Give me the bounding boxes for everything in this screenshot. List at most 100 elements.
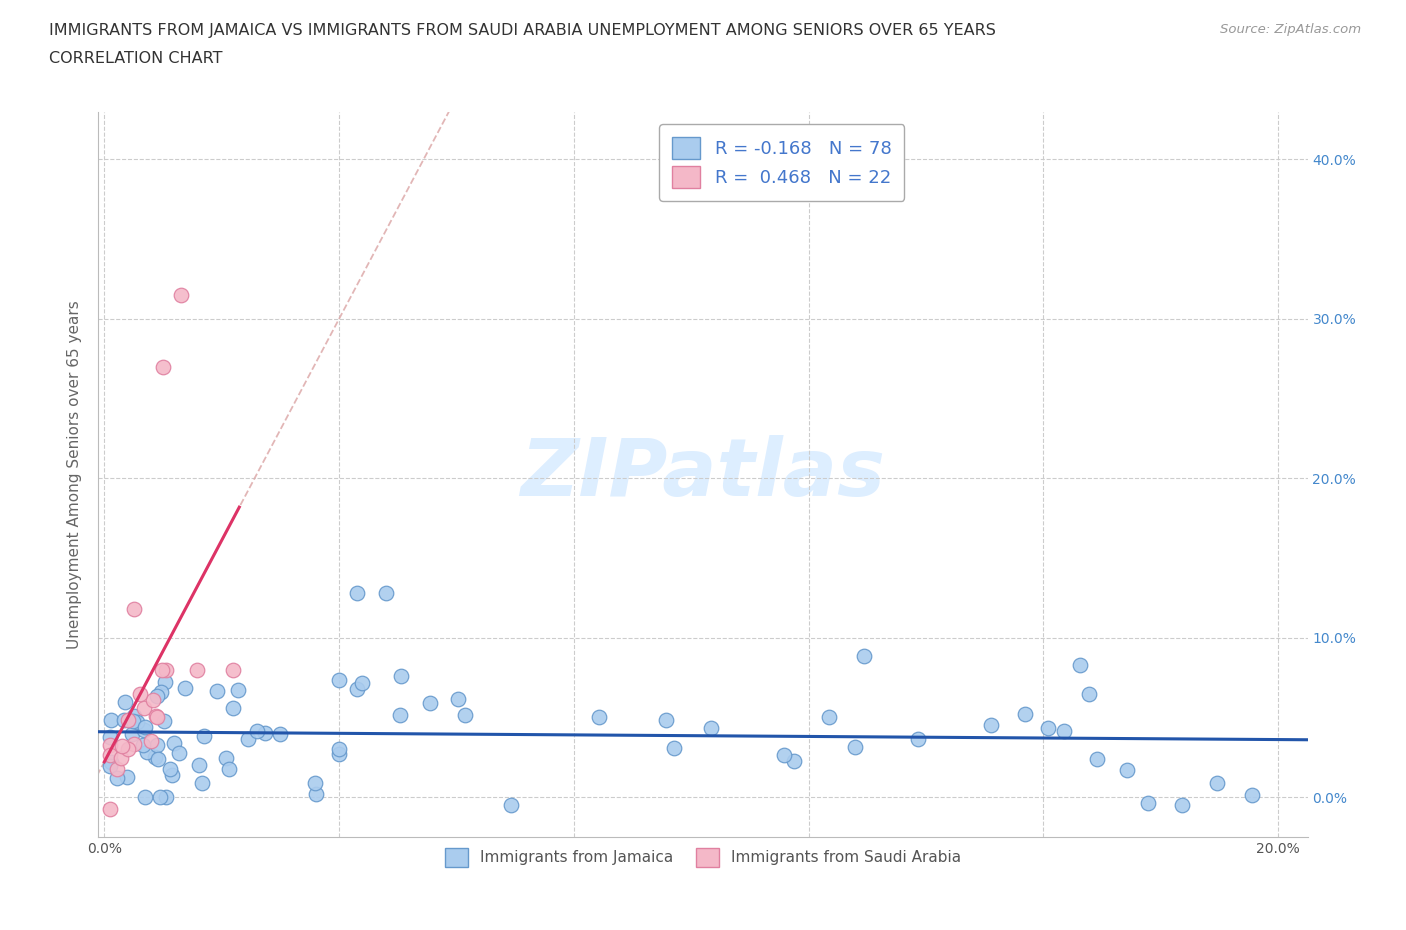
- Point: [190, 776, 212, 790]
- Point: [98, 729, 121, 744]
- Point: [907, 732, 929, 747]
- Point: [146, 710, 169, 724]
- Point: [122, 602, 145, 617]
- Point: [114, 695, 136, 710]
- Point: [134, 720, 156, 735]
- Point: [193, 728, 215, 743]
- Point: [100, 754, 122, 769]
- Point: [253, 725, 276, 740]
- Point: [162, 767, 184, 782]
- Point: [1053, 724, 1076, 738]
- Point: [818, 710, 841, 724]
- Point: [1085, 751, 1108, 766]
- Text: IMMIGRANTS FROM JAMAICA VS IMMIGRANTS FROM SAUDI ARABIA UNEMPLOYMENT AMONG SENIO: IMMIGRANTS FROM JAMAICA VS IMMIGRANTS FR…: [49, 23, 995, 38]
- Point: [135, 745, 157, 760]
- Point: [141, 734, 163, 749]
- Point: [167, 746, 190, 761]
- Point: [1136, 796, 1159, 811]
- Point: [207, 684, 229, 698]
- Point: [98, 802, 121, 817]
- Point: [305, 787, 328, 802]
- Point: [454, 708, 477, 723]
- Y-axis label: Unemployment Among Seniors over 65 years: Unemployment Among Seniors over 65 years: [67, 300, 83, 649]
- Point: [346, 586, 368, 601]
- Point: [98, 758, 121, 773]
- Point: [187, 757, 209, 772]
- Point: [389, 708, 412, 723]
- Point: [143, 750, 166, 764]
- Point: [1036, 720, 1059, 735]
- Point: [447, 692, 470, 707]
- Point: [163, 736, 186, 751]
- Point: [1014, 707, 1036, 722]
- Point: [134, 790, 156, 804]
- Point: [98, 737, 121, 752]
- Point: [146, 688, 169, 703]
- Text: CORRELATION CHART: CORRELATION CHART: [49, 51, 222, 66]
- Point: [222, 662, 245, 677]
- Point: [346, 682, 368, 697]
- Point: [142, 693, 165, 708]
- Point: [662, 741, 685, 756]
- Point: [1069, 658, 1091, 672]
- Point: [145, 709, 167, 724]
- Point: [159, 762, 181, 777]
- Point: [105, 762, 128, 777]
- Point: [155, 675, 177, 690]
- Point: [328, 742, 350, 757]
- Point: [1240, 788, 1263, 803]
- Point: [226, 683, 249, 698]
- Point: [844, 739, 866, 754]
- Point: [111, 738, 134, 753]
- Point: [501, 797, 523, 812]
- Point: [236, 732, 259, 747]
- Point: [146, 737, 169, 752]
- Point: [588, 709, 610, 724]
- Point: [215, 751, 238, 765]
- Point: [222, 700, 245, 715]
- Point: [117, 712, 139, 727]
- Point: [131, 737, 153, 752]
- Point: [218, 761, 240, 776]
- Point: [155, 790, 177, 804]
- Point: [375, 586, 398, 601]
- Point: [328, 747, 350, 762]
- Point: [98, 748, 121, 763]
- Point: [246, 724, 269, 738]
- Point: [169, 287, 191, 302]
- Point: [654, 712, 676, 727]
- Point: [128, 686, 150, 701]
- Point: [304, 776, 326, 790]
- Point: [350, 675, 373, 690]
- Point: [1171, 798, 1194, 813]
- Point: [152, 714, 174, 729]
- Point: [852, 649, 875, 664]
- Point: [114, 712, 136, 727]
- Point: [174, 681, 197, 696]
- Point: [152, 359, 174, 374]
- Point: [773, 748, 796, 763]
- Point: [980, 718, 1002, 733]
- Point: [389, 669, 412, 684]
- Point: [269, 727, 291, 742]
- Point: [132, 701, 155, 716]
- Legend: Immigrants from Jamaica, Immigrants from Saudi Arabia: Immigrants from Jamaica, Immigrants from…: [439, 842, 967, 873]
- Point: [148, 751, 170, 766]
- Point: [150, 685, 173, 700]
- Point: [1116, 763, 1139, 777]
- Point: [1205, 776, 1227, 790]
- Point: [700, 721, 723, 736]
- Point: [783, 753, 806, 768]
- Point: [121, 714, 143, 729]
- Point: [122, 708, 145, 723]
- Point: [152, 662, 174, 677]
- Point: [122, 737, 145, 751]
- Text: Source: ZipAtlas.com: Source: ZipAtlas.com: [1220, 23, 1361, 36]
- Point: [328, 673, 350, 688]
- Point: [117, 741, 139, 756]
- Point: [105, 771, 128, 786]
- Point: [149, 790, 172, 804]
- Point: [419, 696, 441, 711]
- Point: [127, 714, 149, 729]
- Point: [110, 751, 132, 765]
